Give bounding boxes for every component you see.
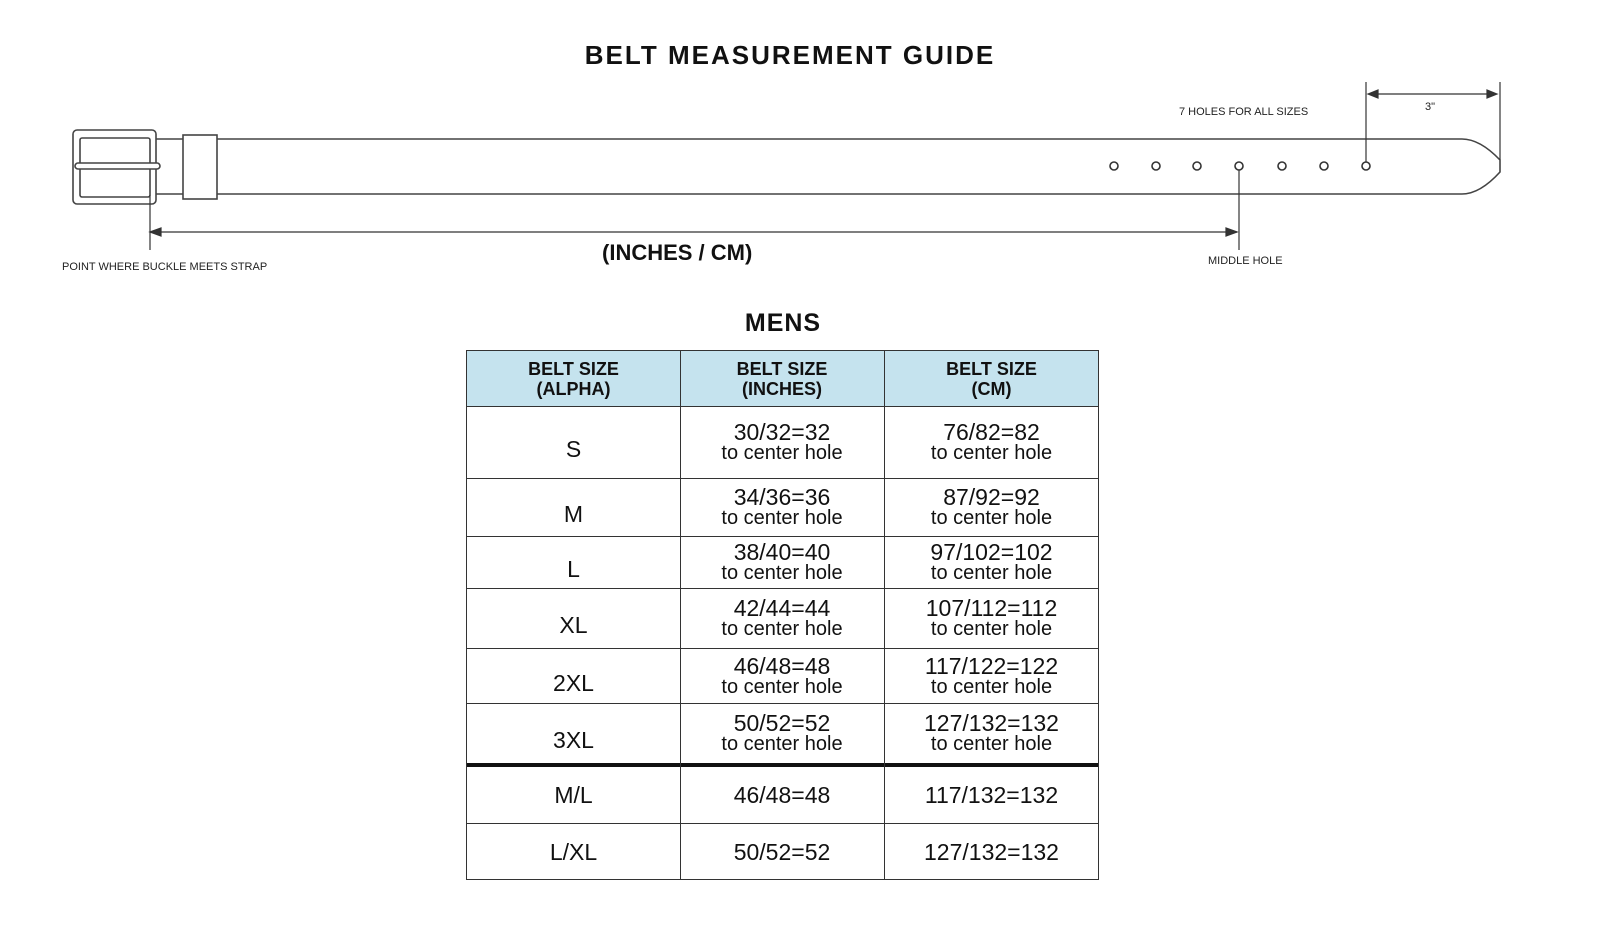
belt-hole [1151,161,1161,171]
belt-holes [1109,161,1371,171]
holes-label: 7 HOLES FOR ALL SIZES [1179,106,1309,118]
belt-hole [1277,161,1287,171]
cell-value: 87/92=92 [943,484,1040,510]
cell-alpha: XL [467,588,680,648]
cell-value: 50/52=52 [733,839,831,865]
table-header: BELT SIZE (ALPHA) BELT SIZE (INCHES) BELT SI… [467,351,1098,407]
row-divider [467,648,1098,649]
cell-note: to center hole [930,675,1053,698]
cell-alpha: L/XL [467,823,680,881]
header-line: BELT SIZE [528,358,619,379]
buckle-point-label: POINT WHERE BUCKLE MEETS STRAP [62,261,268,273]
cell-note: to center hole [930,618,1053,640]
cell-value: S [565,436,582,462]
cell-value: 127/132=132 [924,710,1059,736]
belt-keeper [182,134,218,200]
row-divider [467,588,1098,589]
belt-hole [1319,161,1329,171]
cell-cm: 117/122=122 to center hole [884,648,1099,703]
belt-hole [1192,161,1202,171]
buckle-icon [72,129,161,205]
section-divider [467,763,1098,767]
column-header: BELT SIZE (CM) [884,351,1099,406]
units-label: (INCHES / CM) [602,240,753,265]
cell-value: 50/52=52 [733,710,831,736]
cell-value: 42/44=44 [733,595,831,621]
belt-hole [1361,161,1371,171]
belt-diagram [72,82,1501,250]
cell-value: L/XL [549,839,598,865]
page-title: BELT MEASUREMENT GUIDE [584,40,996,70]
cell-inches: 50/52=52 to center hole [680,703,884,763]
cell-cm: 87/92=92 to center hole [884,478,1099,536]
cell-alpha: 2XL [467,648,680,703]
cell-value: XL [559,612,588,638]
cell-note: to center hole [930,507,1053,529]
cell-note: to center hole [721,618,843,640]
cell-note: to center hole [721,562,843,584]
cell-value: 117/132=132 [924,782,1059,808]
cell-value: 107/112=112 [925,595,1058,621]
cell-note: to center hole [930,562,1053,584]
cell-value: 46/48=48 [733,782,831,808]
cell-value: 117/122=122 [924,652,1059,679]
cell-inches: 50/52=52 [680,823,884,881]
column-header: BELT SIZE (INCHES) [680,351,884,406]
cell-cm: 117/132=132 [884,767,1099,823]
cell-note: to center hole [721,675,843,698]
cell-alpha: L [467,536,680,588]
cell-inches: 30/32=32 to center hole [680,406,884,478]
header-line: BELT SIZE [736,358,828,379]
cell-inches: 38/40=40 to center hole [680,536,884,588]
row-divider [467,703,1098,704]
cell-alpha: S [467,406,680,478]
cell-note: to center hole [721,733,843,755]
cell-value: 46/48=48 [733,652,831,679]
cell-alpha: M/L [467,767,680,823]
cell-cm: 107/112=112 to center hole [884,588,1099,648]
cell-value: L [567,556,580,582]
cell-note: to center hole [930,442,1053,464]
column-divider [680,351,681,879]
row-divider [467,536,1098,537]
header-line: (INCHES) [742,378,822,399]
cell-value: 76/82=82 [943,419,1040,445]
cell-alpha: 3XL [467,703,680,763]
cell-cm: 127/132=132 to center hole [884,703,1099,763]
cell-inches: 46/48=48 [680,767,884,823]
cell-cm: 127/132=132 [884,823,1099,881]
cell-value: 30/32=32 [733,419,831,445]
cell-value: 34/36=36 [733,484,831,510]
row-divider [467,823,1098,824]
header-line: (CM) [971,378,1012,399]
cell-value: 38/40=40 [733,539,831,565]
cell-note: to center hole [721,442,843,464]
cell-value: 3XL [553,727,594,753]
cell-inches: 46/48=48 to center hole [680,648,884,703]
belt-hole [1234,161,1244,171]
cell-inches: 42/44=44 to center hole [680,588,884,648]
header-line: (ALPHA) [536,378,611,399]
cell-value: 97/102=102 [930,539,1053,565]
column-divider [884,351,885,879]
cell-value: 2XL [553,669,594,696]
row-divider [467,478,1098,479]
cell-cm: 76/82=82 to center hole [884,406,1099,478]
cell-alpha: M [467,478,680,536]
cell-value: 127/132=132 [924,839,1059,865]
header-line: BELT SIZE [946,358,1037,379]
column-header: BELT SIZE (ALPHA) [467,351,680,406]
cell-value: M/L [554,782,593,808]
belt-hole [1109,161,1119,171]
cell-inches: 34/36=36 to center hole [680,478,884,536]
belt-strap [155,138,1501,195]
middle-hole-label: MIDDLE HOLE [1208,255,1283,267]
size-table: BELT SIZE (ALPHA) BELT SIZE (INCHES) BELT SI… [466,350,1099,880]
tip-length-label: 3" [1425,101,1436,113]
cell-note: to center hole [721,507,843,529]
cell-note: to center hole [930,733,1053,755]
section-title: MENS [744,309,822,337]
cell-cm: 97/102=102 to center hole [884,536,1099,588]
cell-value: M [563,501,584,527]
